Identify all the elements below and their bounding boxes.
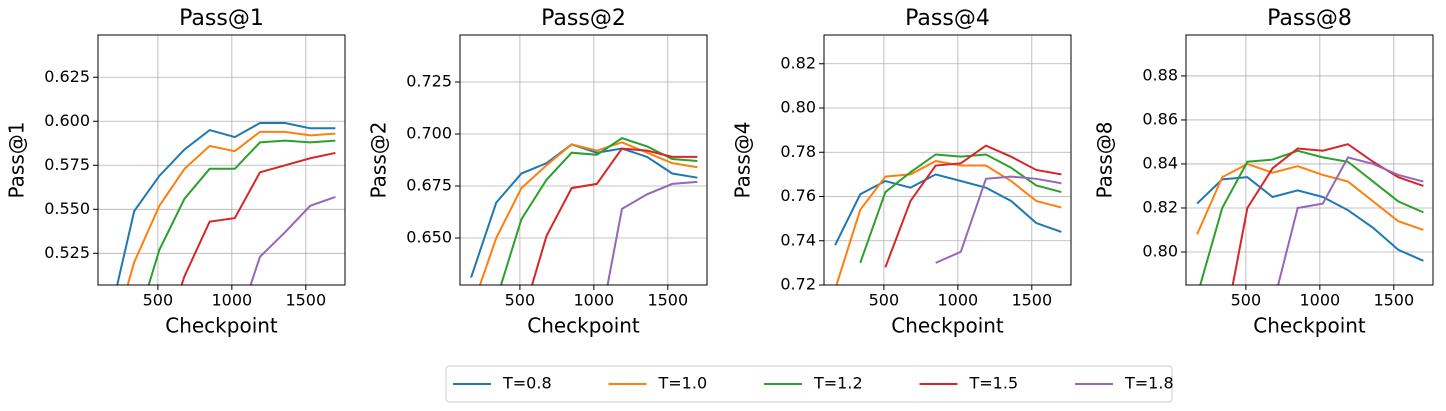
chart-title: Pass@2 [541,6,626,31]
y-tick-label: 0.82 [780,53,816,72]
legend-label: T=1.2 [813,374,863,393]
y-tick-label: 0.76 [780,186,816,205]
legend-box [445,365,1173,403]
x-tick-label: 500 [143,291,174,310]
x-axis-label: Checkpoint [891,314,1004,338]
y-tick-label: 0.86 [1142,109,1178,128]
x-tick-label: 1500 [647,291,688,310]
axes-frame [459,34,708,286]
legend-label: T=1.0 [658,374,708,393]
series-line [1277,156,1424,285]
legend-label: T=0.8 [502,374,552,393]
series-line [470,143,698,278]
series-line [1199,149,1424,285]
y-tick-label: 0.675 [406,175,452,194]
y-tick-label: 0.625 [44,67,90,86]
series-line [478,141,698,285]
series-line [606,180,698,285]
y-tick-label: 0.82 [1142,197,1178,216]
y-tick-label: 0.600 [44,111,90,130]
y-tick-label: 0.84 [1142,153,1178,172]
series-line [834,173,1062,246]
y-tick-label: 0.74 [780,230,816,249]
y-tick-label: 0.700 [406,124,452,143]
series-line [147,139,336,285]
x-axis-label: Checkpoint [165,314,278,338]
y-tick-label: 0.88 [1142,65,1178,84]
series-line [180,151,336,285]
x-tick-label: 1000 [573,291,614,310]
y-tick-label: 0.550 [44,199,90,218]
legend-label: T=1.8 [1124,374,1174,393]
series-line [859,153,1062,264]
series-line [249,196,336,285]
y-tick-label: 0.72 [780,275,816,294]
x-axis-label: Checkpoint [527,314,640,338]
series-line [884,144,1062,268]
series-line [1196,176,1424,262]
x-tick-label: 500 [505,291,536,310]
series-line [1196,162,1424,235]
y-tick-label: 0.725 [406,72,452,91]
x-tick-label: 500 [1231,291,1262,310]
axes-frame [823,34,1072,286]
series-line [935,175,1062,264]
chart-title: Pass@4 [905,6,990,31]
chart-title: Pass@1 [179,6,264,31]
x-tick-label: 1500 [1373,291,1414,310]
series-line [531,147,698,285]
series-line [835,160,1062,285]
x-tick-label: 1500 [1011,291,1052,310]
series-line [499,137,698,285]
y-tick-label: 0.80 [780,98,816,117]
chart-title: Pass@8 [1267,6,1352,31]
y-tick-label: 0.525 [44,243,90,262]
y-tick-label: 0.78 [780,142,816,161]
axes-frame [1185,34,1434,286]
y-tick-label: 0.650 [406,227,452,246]
y-axis-label: Pass@8 [1093,122,1117,199]
y-tick-label: 0.80 [1142,241,1178,260]
y-axis-label: Pass@2 [367,122,391,199]
x-tick-label: 500 [869,291,900,310]
y-axis-label: Pass@1 [5,122,29,199]
x-tick-label: 1000 [211,291,252,310]
legend-label: T=1.5 [969,374,1019,393]
x-tick-label: 1000 [937,291,978,310]
y-tick-label: 0.575 [44,155,90,174]
series-line [116,122,336,285]
series-line [126,130,336,285]
x-tick-label: 1500 [285,291,326,310]
x-tick-label: 1000 [1299,291,1340,310]
axes-frame [97,34,346,286]
x-axis-label: Checkpoint [1253,314,1366,338]
y-axis-label: Pass@4 [731,122,755,199]
